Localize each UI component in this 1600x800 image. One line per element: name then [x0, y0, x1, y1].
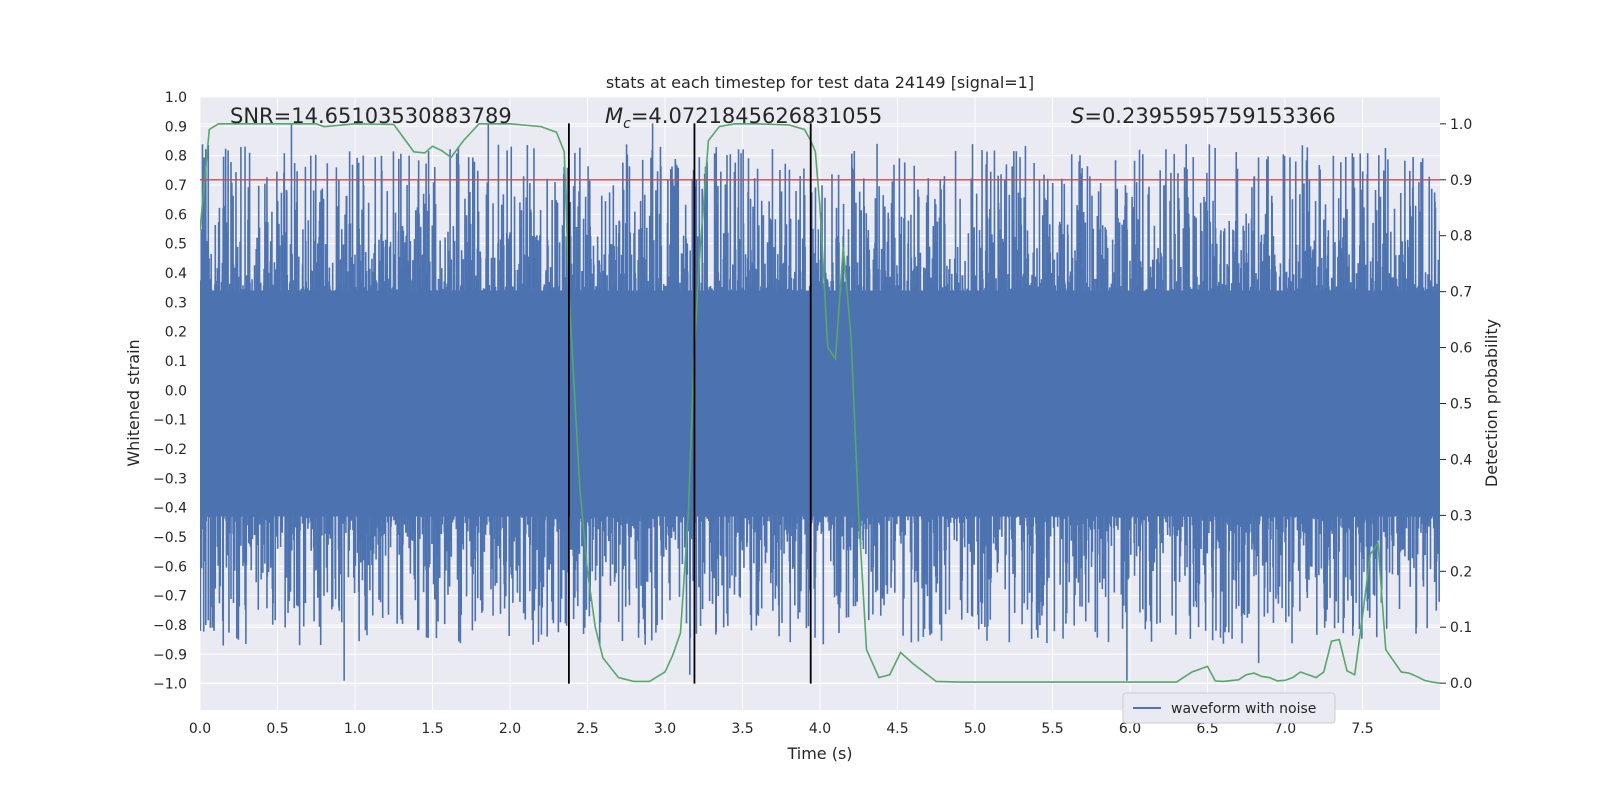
- y-tick-label: −0.7: [153, 589, 187, 605]
- x-tick-label: 4.5: [886, 721, 908, 737]
- x-tick-label: 7.5: [1351, 721, 1373, 737]
- x-tick-label: 3.5: [731, 721, 753, 737]
- x-tick-label: 5.5: [1041, 721, 1063, 737]
- y2-tick-label: 0.9: [1450, 173, 1472, 189]
- mc-annotation: Mc=4.0721845626831055: [605, 104, 882, 132]
- y-tick-label: 0.6: [165, 207, 187, 223]
- event-lines: [568, 123, 812, 684]
- y-tick-label: 0.9: [165, 119, 187, 135]
- mc-value: =4.0721845626831055: [631, 104, 882, 128]
- y-tick-label: −0.1: [153, 413, 187, 429]
- y-tick-label: −0.3: [153, 471, 187, 487]
- y-axis-label: Whitened strain: [124, 339, 143, 466]
- y2-tick-label: 0.0: [1450, 676, 1472, 692]
- y-tick-label: 0.5: [165, 237, 187, 253]
- y-tick-label: −0.8: [153, 618, 187, 634]
- detection-probability-line: [200, 123, 1440, 684]
- x-tick-label: 0.0: [189, 721, 211, 737]
- y-tick-label: 0.7: [165, 178, 187, 194]
- x-tick-label: 4.0: [809, 721, 831, 737]
- legend-label: waveform with noise: [1171, 701, 1316, 717]
- x-axis-label: Time (s): [786, 744, 852, 763]
- probability-series: [200, 123, 1440, 684]
- y2-tick-label: 0.7: [1450, 285, 1472, 301]
- axes: 0.0 0.5 1.0 1.5 2.0 2.5 3.0 3.5 4.0 4.5 5.0 5.5 6.0 6…: [153, 90, 1472, 737]
- y2-tick-label: 0.6: [1450, 341, 1472, 357]
- legend-frame: [1122, 692, 1336, 724]
- y-tick-label: 0.0: [165, 383, 187, 399]
- s-annotation: S=0.2395595759153366: [1071, 104, 1336, 128]
- mc-subscript: c: [623, 116, 631, 132]
- waveform-core: [200, 290, 1440, 517]
- y2-tick-label: 0.5: [1450, 397, 1472, 413]
- y-tick-label: 0.2: [165, 325, 187, 341]
- y-tick-label: 0.3: [165, 295, 187, 311]
- x-tick-label: 2.5: [576, 721, 598, 737]
- x-tick-label: 7.0: [1274, 721, 1296, 737]
- x-tick-label: 0.5: [266, 721, 288, 737]
- waveform-series: [200, 123, 1440, 681]
- y-tick-label: 1.0: [165, 90, 187, 106]
- x-tick-label: 3.0: [654, 721, 676, 737]
- x-tick-label: 6.0: [1119, 721, 1141, 737]
- snr-annotation: SNR=14.65103530883789: [230, 104, 512, 128]
- y-tick-label: −1.0: [153, 677, 187, 693]
- mc-symbol: M: [605, 104, 623, 128]
- y2-axis-label: Detection probability: [1482, 319, 1501, 487]
- y-tick-label: 0.4: [165, 266, 187, 282]
- y2-tick-label: 0.4: [1450, 452, 1472, 468]
- x-tick-label: 6.5: [1196, 721, 1218, 737]
- s-value: =0.2395595759153366: [1084, 104, 1335, 128]
- x-tick-label: 1.5: [421, 721, 443, 737]
- y-tick-label: −0.9: [153, 647, 187, 663]
- y2-tick-label: 0.2: [1450, 564, 1472, 580]
- legend: waveform with noise: [1122, 692, 1336, 724]
- y-tick-label: −0.6: [153, 559, 187, 575]
- y2-tick-label: 0.3: [1450, 508, 1472, 524]
- y-tick-label: −0.5: [153, 530, 187, 546]
- x-tick-label: 2.0: [499, 721, 521, 737]
- y2-tick-label: 0.1: [1450, 620, 1472, 636]
- y-tick-label: 0.1: [165, 354, 187, 370]
- y-tick-label: 0.8: [165, 149, 187, 165]
- x-tick-label: 1.0: [344, 721, 366, 737]
- s-symbol: S: [1071, 104, 1084, 128]
- y-tick-label: −0.2: [153, 442, 187, 458]
- y-tick-label: −0.4: [153, 501, 187, 517]
- chart-title: stats at each timestep for test data 241…: [606, 73, 1034, 92]
- y2-tick-label: 0.8: [1450, 229, 1472, 245]
- y2-tick-label: 1.0: [1450, 117, 1472, 133]
- x-tick-label: 5.0: [964, 721, 986, 737]
